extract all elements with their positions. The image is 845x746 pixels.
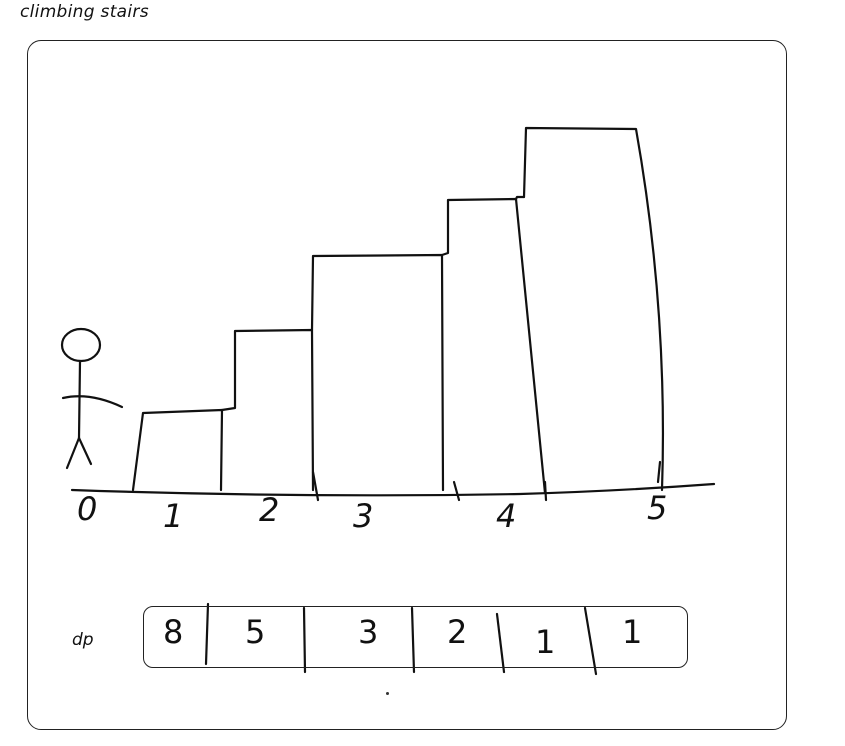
tick-4-5 — [543, 480, 548, 502]
figure-body — [77, 359, 82, 440]
axis-label-0: 0 — [77, 490, 98, 528]
dp-cell-4: 1 — [535, 623, 556, 661]
dp-divider-1 — [204, 602, 210, 666]
dp-divider-4 — [495, 612, 506, 674]
dp-divider-5 — [583, 606, 598, 676]
step-3 — [310, 253, 445, 492]
figure-head — [60, 327, 102, 363]
tick-5 — [656, 460, 662, 484]
tick-3-4 — [452, 480, 461, 502]
dp-cell-0: 8 — [163, 613, 184, 651]
dp-array — [143, 606, 688, 668]
dp-cell-5: 1 — [622, 613, 643, 651]
dp-cell-2: 3 — [358, 613, 379, 651]
ground-line — [70, 482, 716, 497]
axis-label-2: 2 — [259, 491, 280, 529]
tick-2-3 — [311, 470, 320, 502]
step-2 — [220, 328, 315, 492]
diagram-title: climbing stairs — [20, 2, 149, 22]
step-1 — [131, 408, 224, 492]
dp-label: dp — [72, 630, 94, 650]
axis-label-1: 1 — [163, 497, 184, 535]
axis-label-5: 5 — [647, 489, 668, 527]
stray-dot — [386, 692, 389, 695]
axis-label-3: 3 — [353, 497, 374, 535]
dp-cell-3: 2 — [447, 613, 468, 651]
step-4 — [440, 197, 547, 495]
figure-arms — [61, 395, 124, 409]
axis-label-4: 4 — [496, 497, 517, 535]
step-4-riser — [514, 195, 526, 201]
step-5 — [522, 126, 665, 492]
figure-right-leg — [77, 436, 93, 466]
dp-divider-3 — [410, 606, 416, 674]
diagram-frame — [27, 40, 787, 730]
dp-cell-1: 5 — [245, 613, 266, 651]
figure-left-leg — [65, 436, 81, 470]
dp-divider-2 — [302, 606, 307, 674]
stick-figure-icon — [60, 327, 124, 470]
